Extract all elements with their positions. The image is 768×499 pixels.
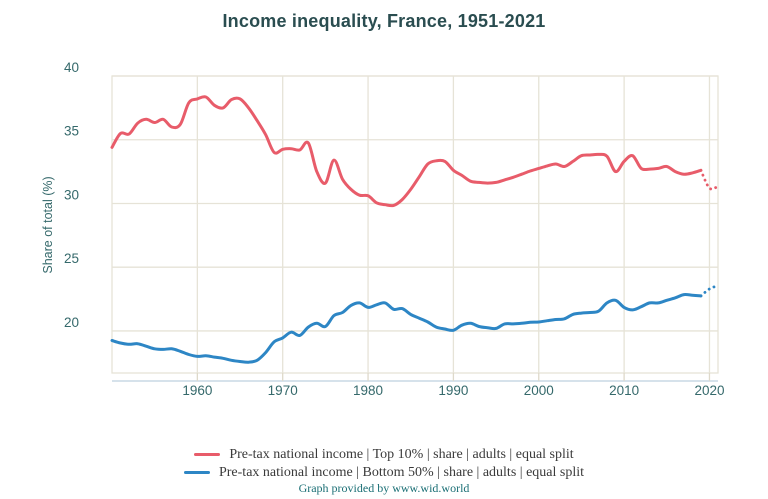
legend-label-top10: Pre-tax national income | Top 10% | shar… bbox=[229, 447, 574, 462]
series-line-bottom50-projection-dotted bbox=[699, 284, 720, 298]
series-line-bottom50 bbox=[110, 292, 703, 364]
legend-swatch-top10-icon bbox=[194, 453, 221, 456]
x-tick-label-2020: 2020 bbox=[694, 383, 724, 398]
x-tick-label-2010: 2010 bbox=[609, 383, 639, 398]
legend: Pre-tax national income | Top 10% | shar… bbox=[0, 446, 768, 481]
x-tick-label-2000: 2000 bbox=[524, 383, 554, 398]
x-tick-label-1990: 1990 bbox=[438, 383, 468, 398]
credit-link[interactable]: Graph provided by www.wid.world bbox=[298, 481, 470, 495]
x-tick-label-1980: 1980 bbox=[353, 383, 383, 398]
series-line-top10 bbox=[110, 95, 703, 208]
y-tick-label-25: 25 bbox=[64, 251, 79, 266]
y-tick-label-35: 35 bbox=[64, 124, 79, 139]
x-tick-label-1960: 1960 bbox=[182, 383, 212, 398]
y-tick-label-40: 40 bbox=[64, 60, 79, 75]
y-tick-label-20: 20 bbox=[64, 315, 79, 330]
legend-label-bottom50: Pre-tax national income | Bottom 50% | s… bbox=[218, 465, 585, 480]
chart-title: Income inequality, France, 1951-2021 bbox=[222, 11, 546, 31]
legend-item-top10: Pre-tax national income | Top 10% | shar… bbox=[194, 446, 574, 463]
plot-area[interactable] bbox=[112, 76, 718, 373]
x-tick-label-1970: 1970 bbox=[268, 383, 298, 398]
plot-border bbox=[111, 75, 719, 374]
y-tick-label-30: 30 bbox=[64, 187, 79, 202]
legend-item-bottom50: Pre-tax national income | Bottom 50% | s… bbox=[183, 464, 585, 481]
series-line-top10-projection-dotted bbox=[699, 168, 720, 191]
legend-swatch-bottom50-icon bbox=[183, 471, 210, 474]
y-axis-title: Share of total (%) bbox=[41, 176, 55, 273]
